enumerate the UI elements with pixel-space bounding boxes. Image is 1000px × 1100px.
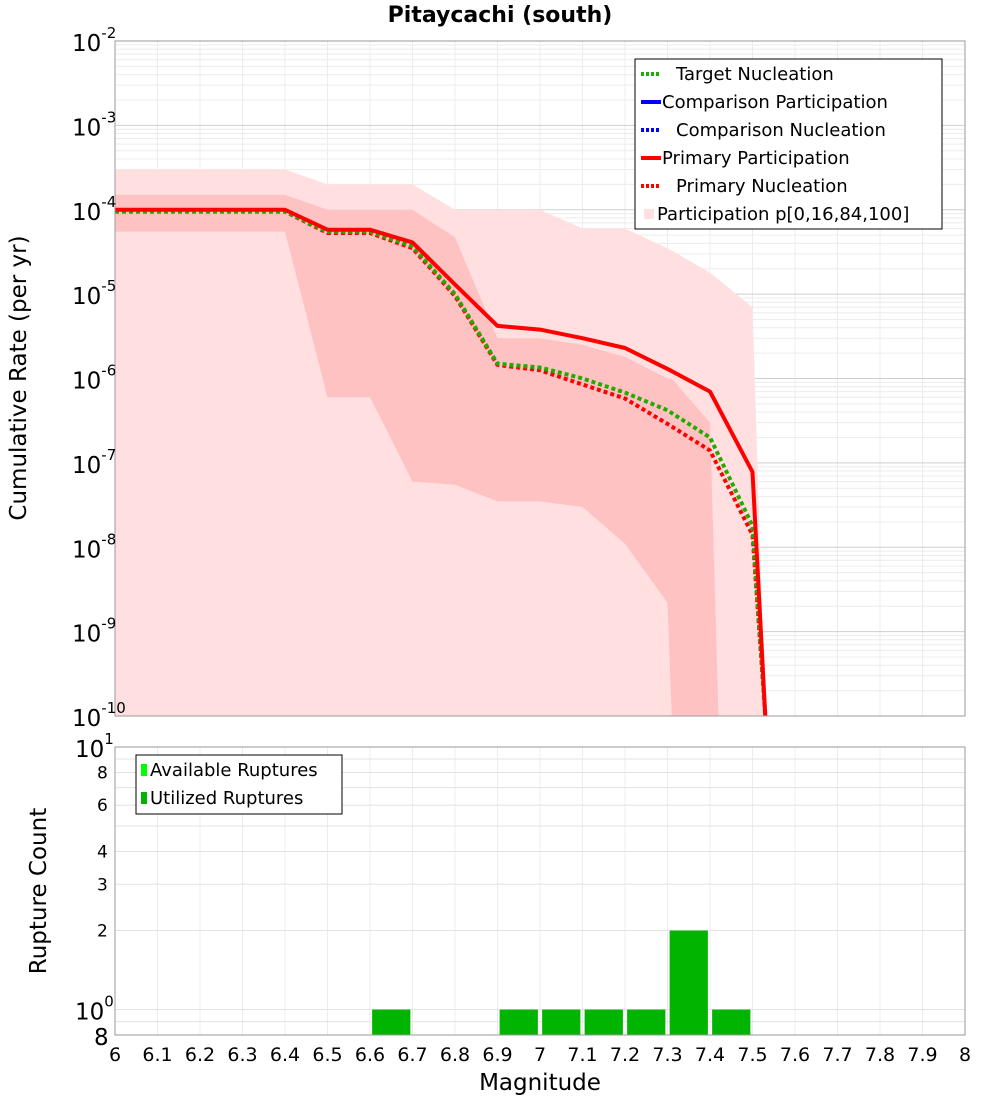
y-tick-label: 8 xyxy=(94,1025,109,1051)
x-tick-label: 7.1 xyxy=(567,1044,597,1066)
legend-swatch xyxy=(141,764,147,776)
y-tick-label: 10-8 xyxy=(72,530,116,563)
bar xyxy=(669,930,708,1035)
x-tick-label: 6.3 xyxy=(227,1044,257,1066)
bar xyxy=(372,1009,411,1035)
x-tick-label: 6.6 xyxy=(355,1044,385,1066)
legend-label: Primary Nucleation xyxy=(676,176,848,197)
legend-box xyxy=(135,754,343,815)
bottom-plot-bars xyxy=(372,930,751,1035)
y-tick-label: 3 xyxy=(97,875,108,895)
legend-label: Comparison Nucleation xyxy=(676,120,886,141)
legend-label: Available Ruptures xyxy=(150,760,318,781)
x-tick-label: 6.1 xyxy=(142,1044,172,1066)
chart-title: Pitaycachi (south) xyxy=(388,3,613,28)
top-plot-lines xyxy=(115,207,768,717)
legend-label: Comparison Participation xyxy=(662,92,888,113)
y-tick-label: 10-7 xyxy=(72,446,116,479)
top-plot-bands xyxy=(115,169,766,716)
x-tick-label: 7.6 xyxy=(780,1044,810,1066)
x-tick-label: 7.4 xyxy=(695,1044,725,1066)
x-tick-label: 7.7 xyxy=(822,1044,852,1066)
bar xyxy=(542,1009,581,1035)
y-tick-label: 10-10 xyxy=(72,699,126,732)
legend-label: Primary Participation xyxy=(662,148,850,169)
x-tick-label: 7.8 xyxy=(865,1044,895,1066)
x-tick-label: 6.8 xyxy=(440,1044,470,1066)
x-tick-label: 6.4 xyxy=(270,1044,300,1066)
x-tick-label: 7.2 xyxy=(610,1044,640,1066)
x-tick-label: 6.2 xyxy=(185,1044,215,1066)
x-tick-label: 6 xyxy=(109,1044,121,1066)
legend-swatch xyxy=(644,209,654,219)
y-tick-label: 10-4 xyxy=(72,193,116,226)
y-tick-label: 100 xyxy=(75,993,114,1026)
y-tick-label: 10-3 xyxy=(72,108,116,141)
x-tick-label: 6.9 xyxy=(482,1044,512,1066)
x-tick-label: 7 xyxy=(534,1044,546,1066)
bar xyxy=(584,1009,623,1035)
y-tick-label: 2 xyxy=(97,922,108,942)
y-tick-label: 10-2 xyxy=(72,24,116,57)
series-line-primary-participation xyxy=(115,207,768,717)
top-legend: Target Nucleation Comparison Participatio… xyxy=(634,58,943,230)
x-tick-label: 7.5 xyxy=(737,1044,767,1066)
y-tick-label: 4 xyxy=(97,842,108,862)
x-tick-label: 6.7 xyxy=(397,1044,427,1066)
legend-label: Participation p[0,16,84,100] xyxy=(657,204,909,225)
x-tick-labels: 6 6.1 6.2 6.3 6.4 6.5 6.6 6.7 6.8 6.9 7 7.1 7.2 7.3 7.… xyxy=(109,1044,971,1066)
bottom-y-axis-label: Rupture Count xyxy=(26,808,52,974)
x-tick-label: 6.5 xyxy=(312,1044,342,1066)
x-axis-label: Magnitude xyxy=(479,1070,601,1096)
legend-label: Utilized Ruptures xyxy=(150,788,303,809)
y-tick-label: 10-6 xyxy=(72,362,116,395)
y-tick-label: 6 xyxy=(97,796,108,816)
legend-label: Target Nucleation xyxy=(675,64,834,85)
legend-swatch xyxy=(141,792,147,804)
bottom-legend: Available Ruptures Utilized Ruptures xyxy=(135,754,343,815)
bottom-plot-frame xyxy=(114,746,966,1036)
legend-box xyxy=(634,58,943,230)
x-tick-label: 7.9 xyxy=(907,1044,937,1066)
bar xyxy=(627,1009,666,1035)
y-tick-label: 8 xyxy=(97,763,108,783)
top-plot-frame xyxy=(114,40,966,717)
top-y-axis-label: Cumulative Rate (per yr) xyxy=(6,235,32,520)
band-inner xyxy=(115,194,719,716)
bar xyxy=(499,1009,538,1035)
bar xyxy=(712,1009,751,1035)
x-tick-label: 7.3 xyxy=(652,1044,682,1066)
y-tick-label: 101 xyxy=(75,730,114,763)
y-tick-label: 10-5 xyxy=(72,277,116,310)
x-tick-label: 8 xyxy=(959,1044,971,1066)
y-tick-label: 10-9 xyxy=(72,615,116,648)
